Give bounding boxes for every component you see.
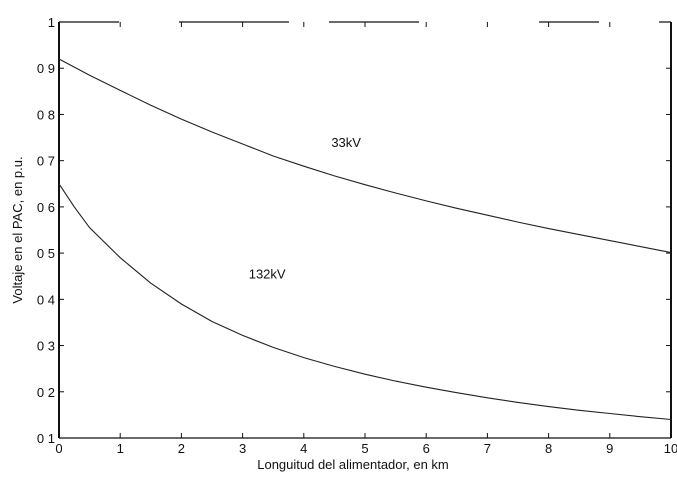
x-axis-label: Longuitud del alimentador, en km [257, 457, 449, 472]
x-tick-label: 9 [606, 441, 613, 456]
x-tick-label: 8 [545, 441, 552, 456]
series-line-0 [58, 58, 672, 254]
series-annotation-0: 33kV [331, 135, 361, 150]
y-tick-label: 0 3 [37, 339, 55, 354]
x-tick-label: 0 [55, 441, 62, 456]
y-tick-label: 0 4 [37, 292, 55, 307]
y-tick-label: 0 7 [37, 154, 55, 169]
y-axis-label: Voltaje en el PAC, en p.u. [10, 156, 25, 303]
y-tick-label: 1 [48, 15, 55, 30]
x-tick-label: 6 [423, 441, 430, 456]
x-tick-label: 3 [239, 441, 246, 456]
y-tick-label: 0 5 [37, 246, 55, 261]
y-tick-label: 0 9 [37, 61, 55, 76]
x-tick-label: 1 [117, 441, 124, 456]
y-tick-label: 0 8 [37, 107, 55, 122]
x-tick-label: 10 [664, 441, 677, 456]
y-tick-label: 0 6 [37, 200, 55, 215]
y-tick-label: 0 2 [37, 385, 55, 400]
x-tick-label: 7 [484, 441, 491, 456]
x-tick-label: 4 [300, 441, 307, 456]
x-tick-label: 5 [361, 441, 368, 456]
series-annotation-1: 132kV [249, 267, 286, 282]
series-line-1 [58, 183, 672, 421]
y-tick-label: 0 1 [37, 431, 55, 446]
x-tick-label: 2 [178, 441, 185, 456]
